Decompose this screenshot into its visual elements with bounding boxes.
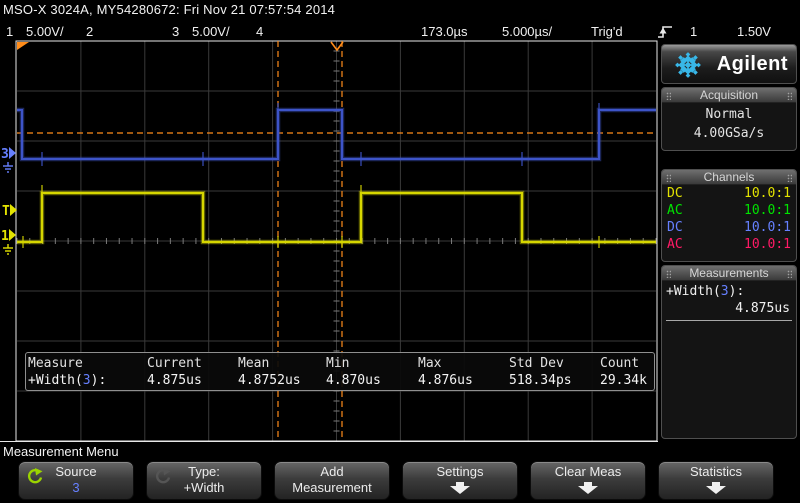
measurement-name: +Width(3): (28, 373, 107, 388)
grip-icon (666, 270, 671, 278)
timebase-readout[interactable]: 5.000µs/ (502, 24, 553, 39)
grip-icon (666, 92, 671, 100)
softkey-type[interactable]: Type: +Width (146, 461, 262, 500)
col-mean: Mean (238, 356, 270, 371)
trigger-source[interactable]: 1 (690, 24, 698, 39)
measurement-min: 4.870us (326, 373, 381, 388)
col-stddev: Std Dev (509, 356, 564, 371)
trigger-level-marker[interactable]: T (2, 204, 10, 219)
brand-box: Agilent (661, 44, 797, 84)
channel-row-4[interactable]: AC 10.0:1 (667, 237, 791, 252)
measurement-max: 4.876us (418, 373, 473, 388)
model-serial-datetime: MSO-X 3024A, MY54280672: Fri Nov 21 07:5… (3, 2, 336, 17)
agilent-logo-icon (675, 52, 701, 78)
logo-ray (675, 62, 680, 68)
softkey-source[interactable]: Source 3 (18, 461, 134, 500)
ch1-ground-marker[interactable]: 1 (1, 229, 9, 244)
side-panel: Agilent Acquisition Normal 4.00GSa/s Cha… (660, 43, 798, 440)
panel-measurement-value: 4.875us (735, 301, 790, 316)
channel-row-1[interactable]: DC 10.0:1 (667, 186, 791, 201)
trace-ch3 (17, 109, 656, 160)
logo-ray (696, 62, 701, 68)
logo-ray (688, 57, 696, 65)
ch3-number[interactable]: 3 (172, 24, 180, 39)
trace-ch1 (17, 192, 656, 243)
col-count: Count (600, 356, 640, 371)
ch3-ground-marker-arrow (9, 147, 16, 159)
logo-ray (685, 73, 691, 78)
ch4-number[interactable]: 4 (256, 24, 264, 39)
rising-edge-icon (658, 26, 672, 38)
ground-symbol-icon (3, 162, 13, 173)
delay-readout[interactable]: 173.0µs (421, 24, 468, 39)
trigger-status: Trig'd (591, 24, 623, 39)
ground-symbol-icon (3, 244, 13, 255)
measurement-count: 29.34k (600, 373, 647, 388)
trigger-level-marker-arrow (10, 204, 17, 216)
col-min: Min (326, 356, 350, 371)
col-measure: Measure (28, 356, 83, 371)
measurement-mean: 4.8752us (238, 373, 301, 388)
grip-icon (787, 270, 792, 278)
acquisition-box: Acquisition Normal 4.00GSa/s (661, 87, 797, 151)
softkey-statistics[interactable]: Statistics (658, 461, 774, 500)
channels-box: Channels DC 10.0:1 AC 10.0:1 DC 10.0:1 A… (661, 169, 797, 262)
divider (666, 320, 792, 321)
measurement-current: 4.875us (147, 373, 202, 388)
panel-measurement-name: +Width(3): (666, 284, 745, 299)
ch2-number[interactable]: 2 (86, 24, 94, 39)
grip-icon (787, 174, 792, 182)
trigger-offscreen-marker (17, 42, 29, 50)
down-arrow-icon (706, 482, 726, 494)
grip-icon (787, 92, 792, 100)
menu-title: Measurement Menu (3, 444, 119, 459)
ch1-number[interactable]: 1 (6, 24, 14, 39)
knob-icon (155, 468, 171, 484)
ch3-ground-marker[interactable]: 3 (1, 147, 9, 162)
measurement-table: Measure Current Mean Min Max Std Dev Cou… (25, 352, 655, 391)
trigger-level[interactable]: 1.50V (737, 24, 771, 39)
knob-icon (27, 468, 43, 484)
trigger-time-marker[interactable] (330, 41, 344, 52)
divider (0, 441, 658, 442)
sample-rate: 4.00GSa/s (693, 126, 765, 141)
acquisition-header[interactable]: Acquisition (662, 88, 796, 103)
channel-row-3[interactable]: DC 10.0:1 (667, 220, 791, 235)
ch1-scale[interactable]: 5.00V/ (26, 24, 64, 39)
grip-icon (666, 174, 671, 182)
softkey-menu: Measurement Menu Source 3 Type: +Width A… (0, 441, 800, 503)
measurements-header[interactable]: Measurements (662, 266, 796, 281)
channels-header[interactable]: Channels (662, 170, 796, 185)
acquisition-mode: Normal (705, 107, 753, 122)
ch3-scale[interactable]: 5.00V/ (192, 24, 230, 39)
channel-row-2[interactable]: AC 10.0:1 (667, 203, 791, 218)
col-max: Max (418, 356, 442, 371)
status-bar: 1 5.00V/ 2 3 5.00V/ 4 173.0µs 5.000µs/ T… (0, 22, 800, 41)
down-arrow-icon (450, 482, 470, 494)
ch1-ground-marker-arrow (9, 229, 16, 241)
down-arrow-icon (578, 482, 598, 494)
measurements-box: Measurements +Width(3): 4.875us (661, 265, 797, 439)
brand-name: Agilent (716, 53, 788, 75)
col-current: Current (147, 356, 202, 371)
softkey-clear-meas[interactable]: Clear Meas (530, 461, 646, 500)
logo-ray (685, 52, 691, 57)
softkey-add-measurement[interactable]: Add Measurement (274, 461, 390, 500)
measurement-stddev: 518.34ps (509, 373, 572, 388)
softkey-settings[interactable]: Settings (402, 461, 518, 500)
